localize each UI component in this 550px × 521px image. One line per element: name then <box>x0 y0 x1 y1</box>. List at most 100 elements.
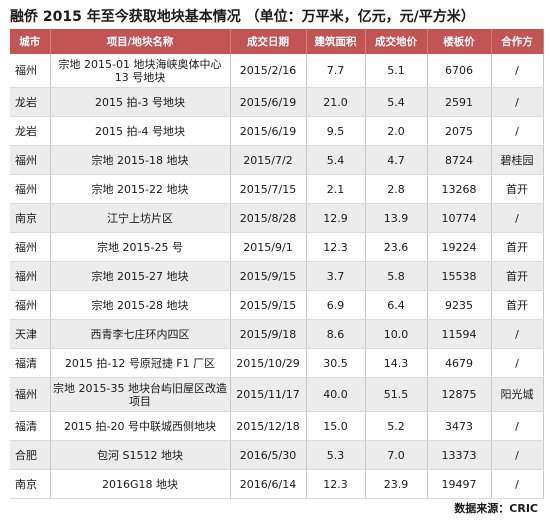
cell-project: 2015 拍-12 号原冠捷 F1 厂区 <box>50 348 231 378</box>
table-row: 南京 江宁上坊片区 2015/8/28 12.9 13.9 10774/ <box>10 203 544 233</box>
cell-partner: / <box>491 54 544 88</box>
cell-project: 2015 拍-20 号中联城西侧地块 <box>50 411 231 441</box>
cell-partner: / <box>491 440 544 470</box>
cell-area: 6.9 <box>306 290 366 320</box>
table-title: 融侨 2015 年至今获取地块基本情况 （单位：万平米，亿元，元/平方米） <box>10 9 475 25</box>
cell-land-price: 6.4 <box>365 290 428 320</box>
cell-land-price: 13.9 <box>365 203 428 233</box>
cell-city: 福州 <box>10 54 51 88</box>
cell-city: 福州 <box>10 290 51 320</box>
cell-area: 21.0 <box>306 87 366 117</box>
cell-date: 2015/6/19 <box>230 116 307 146</box>
cell-partner: / <box>491 411 544 441</box>
cell-floor-price: 11594 <box>427 319 492 349</box>
cell-project: 宗地 2015-22 地块 <box>50 174 231 204</box>
cell-date: 2015/2/16 <box>230 54 307 88</box>
cell-partner: / <box>491 203 544 233</box>
cell-city: 龙岩 <box>10 87 51 117</box>
data-source: 数据来源：CRIC <box>454 502 538 515</box>
table-row: 天津 西青李七庄环内四区 2015/9/18 8.6 10.0 11594/ <box>10 319 544 349</box>
cell-city: 南京 <box>10 203 51 233</box>
cell-city: 南京 <box>10 469 51 499</box>
cell-area: 9.5 <box>306 116 366 146</box>
cell-partner: 首开 <box>491 174 544 204</box>
col-header-land-price: 成交地价 <box>365 29 428 54</box>
table-row: 福州 宗地 2015-25 号 2015/9/1 12.3 23.6 19224 首开 <box>10 232 544 262</box>
cell-partner: / <box>491 319 544 349</box>
cell-area: 15.0 <box>306 411 366 441</box>
cell-date: 2015/7/2 <box>230 145 307 175</box>
cell-date: 2015/9/18 <box>230 319 307 349</box>
cell-floor-price: 19497 <box>427 469 492 499</box>
cell-city: 福州 <box>10 261 51 291</box>
table-row: 福州 宗地 2015-18 地块 2015/7/2 5.4 4.7 8724 碧桂园 <box>10 145 544 175</box>
col-header-area: 建筑面积 <box>306 29 366 54</box>
cell-date: 2015/9/15 <box>230 261 307 291</box>
cell-area: 7.7 <box>306 54 366 88</box>
cell-city: 福清 <box>10 411 51 441</box>
cell-partner: 阳光城 <box>491 377 544 412</box>
cell-area: 40.0 <box>306 377 366 412</box>
cell-partner: 首开 <box>491 290 544 320</box>
cell-floor-price: 4679 <box>427 348 492 378</box>
cell-floor-price: 3473 <box>427 411 492 441</box>
col-header-partner: 合作方 <box>491 29 544 54</box>
table-row: 龙岩 2015 拍-4 号地块 2015/6/19 9.5 2.0 2075/ <box>10 116 544 146</box>
cell-city: 天津 <box>10 319 51 349</box>
col-header-date: 成交日期 <box>230 29 307 54</box>
cell-date: 2015/9/1 <box>230 232 307 262</box>
cell-partner: 首开 <box>491 232 544 262</box>
cell-date: 2015/12/18 <box>230 411 307 441</box>
table-row: 南京 2016G18 地块 2016/6/14 12.3 23.9 19497/ <box>10 469 544 499</box>
cell-floor-price: 2075 <box>427 116 492 146</box>
cell-floor-price: 19224 <box>427 232 492 262</box>
cell-date: 2016/5/30 <box>230 440 307 470</box>
cell-floor-price: 9235 <box>427 290 492 320</box>
cell-project: 2015 拍-3 号地块 <box>50 87 231 117</box>
cell-area: 8.6 <box>306 319 366 349</box>
cell-date: 2015/6/19 <box>230 87 307 117</box>
cell-floor-price: 13268 <box>427 174 492 204</box>
table-row: 福州 宗地 2015-22 地块 2015/7/15 2.1 2.8 13268 首开 <box>10 174 544 204</box>
cell-land-price: 5.2 <box>365 411 428 441</box>
cell-area: 12.3 <box>306 232 366 262</box>
table-row: 福清 2015 拍-20 号中联城西侧地块 2015/12/18 15.0 5.2 347… <box>10 411 544 441</box>
cell-area: 30.5 <box>306 348 366 378</box>
cell-partner: 首开 <box>491 261 544 291</box>
cell-project: 宗地 2015-28 地块 <box>50 290 231 320</box>
cell-land-price: 23.9 <box>365 469 428 499</box>
cell-project: 宗地 2015-35 地块台屿旧屋区改造项目 <box>50 377 231 412</box>
cell-land-price: 7.0 <box>365 440 428 470</box>
cell-area: 3.7 <box>306 261 366 291</box>
land-acquisition-table: 城市 项目/地块名称 成交日期 建筑面积 成交地价 楼板价 合作方 福州 宗地 2… <box>10 29 544 499</box>
cell-floor-price: 6706 <box>427 54 492 88</box>
cell-land-price: 2.0 <box>365 116 428 146</box>
cell-project: 包河 S1512 地块 <box>50 440 231 470</box>
cell-date: 2015/8/28 <box>230 203 307 233</box>
cell-date: 2015/9/15 <box>230 290 307 320</box>
table-row: 福州 宗地 2015-28 地块 2015/9/15 6.9 6.4 9235 首开 <box>10 290 544 320</box>
cell-project: 宗地 2015-01 地块海峡奥体中心 13 号地块 <box>50 54 231 88</box>
table-row: 福州 宗地 2015-35 地块台屿旧屋区改造项目 2015/11/17 40.0 51… <box>10 377 544 412</box>
cell-floor-price: 2591 <box>427 87 492 117</box>
cell-floor-price: 10774 <box>427 203 492 233</box>
cell-project: 2015 拍-4 号地块 <box>50 116 231 146</box>
cell-area: 5.3 <box>306 440 366 470</box>
cell-partner: / <box>491 87 544 117</box>
cell-area: 12.3 <box>306 469 366 499</box>
cell-date: 2015/7/15 <box>230 174 307 204</box>
table-row: 福州 宗地 2015-27 地块 2015/9/15 3.7 5.8 15538 首开 <box>10 261 544 291</box>
cell-date: 2015/10/29 <box>230 348 307 378</box>
cell-floor-price: 8724 <box>427 145 492 175</box>
cell-project: 宗地 2015-25 号 <box>50 232 231 262</box>
cell-city: 福清 <box>10 348 51 378</box>
cell-area: 2.1 <box>306 174 366 204</box>
cell-floor-price: 12875 <box>427 377 492 412</box>
cell-project: 江宁上坊片区 <box>50 203 231 233</box>
cell-partner: / <box>491 348 544 378</box>
col-header-city: 城市 <box>10 29 51 54</box>
cell-land-price: 23.6 <box>365 232 428 262</box>
cell-city: 合肥 <box>10 440 51 470</box>
cell-city: 龙岩 <box>10 116 51 146</box>
cell-land-price: 2.8 <box>365 174 428 204</box>
